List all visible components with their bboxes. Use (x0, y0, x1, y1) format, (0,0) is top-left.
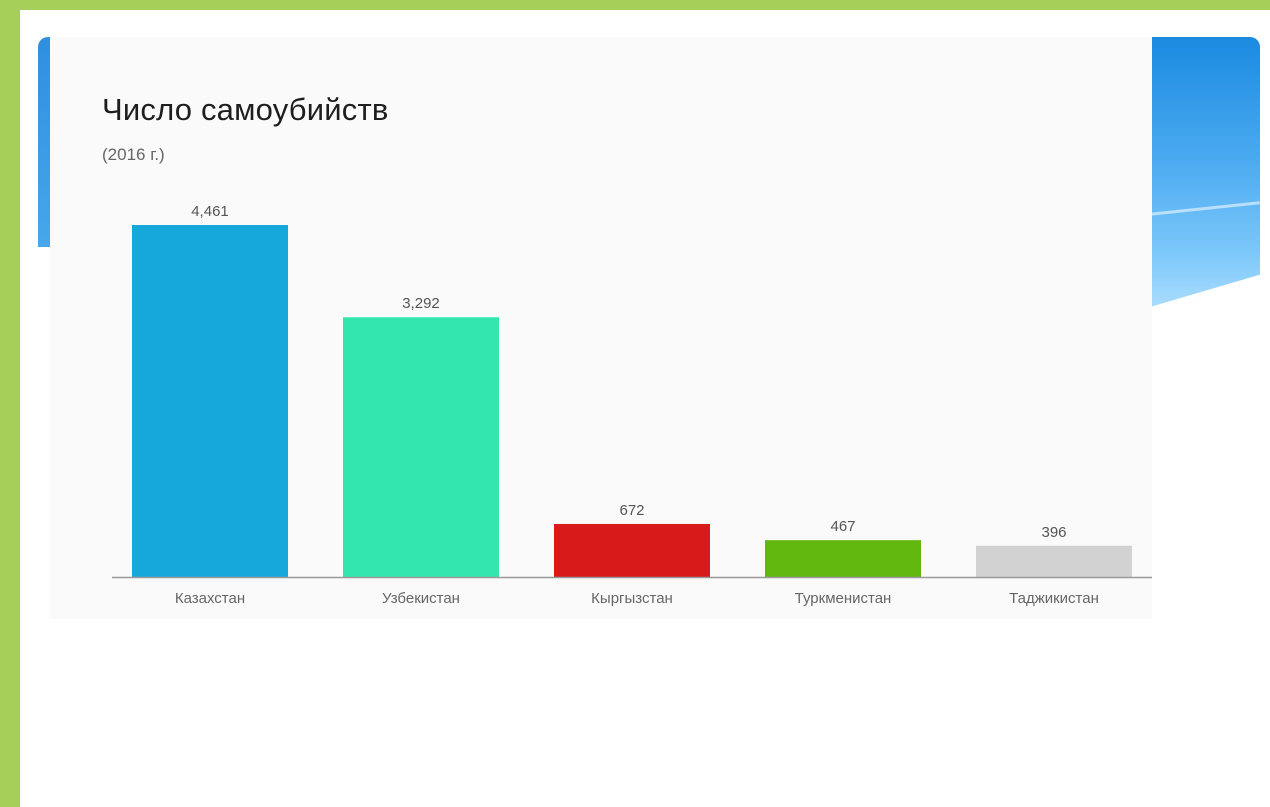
bar-4 (765, 540, 921, 577)
value-label-4: 467 (830, 518, 855, 535)
slide-decoration-right (1150, 37, 1260, 307)
value-label-5: 396 (1041, 524, 1066, 541)
chart-title: Число самоубийств (102, 92, 389, 127)
category-label-1: Казахстан (175, 590, 245, 607)
bar-2 (343, 317, 499, 577)
slide: Число самоубийств (2016 г.) 4,461 Казахст… (20, 10, 1270, 807)
category-label-2: Узбекистан (382, 590, 460, 607)
bar-chart: 4,461 Казахстан 3,292 Узбекистан 672 Кыргызст… (112, 203, 1152, 607)
chart-subtitle: (2016 г.) (102, 145, 165, 164)
category-label-3: Кыргызстан (591, 590, 673, 607)
bar-5 (976, 545, 1132, 577)
value-label-3: 672 (619, 502, 644, 519)
slide-decoration-left (38, 37, 52, 247)
value-label-1: 4,461 (191, 203, 229, 220)
category-label-4: Туркменистан (795, 590, 892, 607)
category-label-5: Таджикистан (1009, 590, 1099, 607)
bar-1 (132, 225, 288, 577)
bar-3 (554, 523, 710, 577)
value-label-2: 3,292 (402, 295, 440, 312)
chart-card: Число самоубийств (2016 г.) 4,461 Казахст… (50, 37, 1152, 619)
